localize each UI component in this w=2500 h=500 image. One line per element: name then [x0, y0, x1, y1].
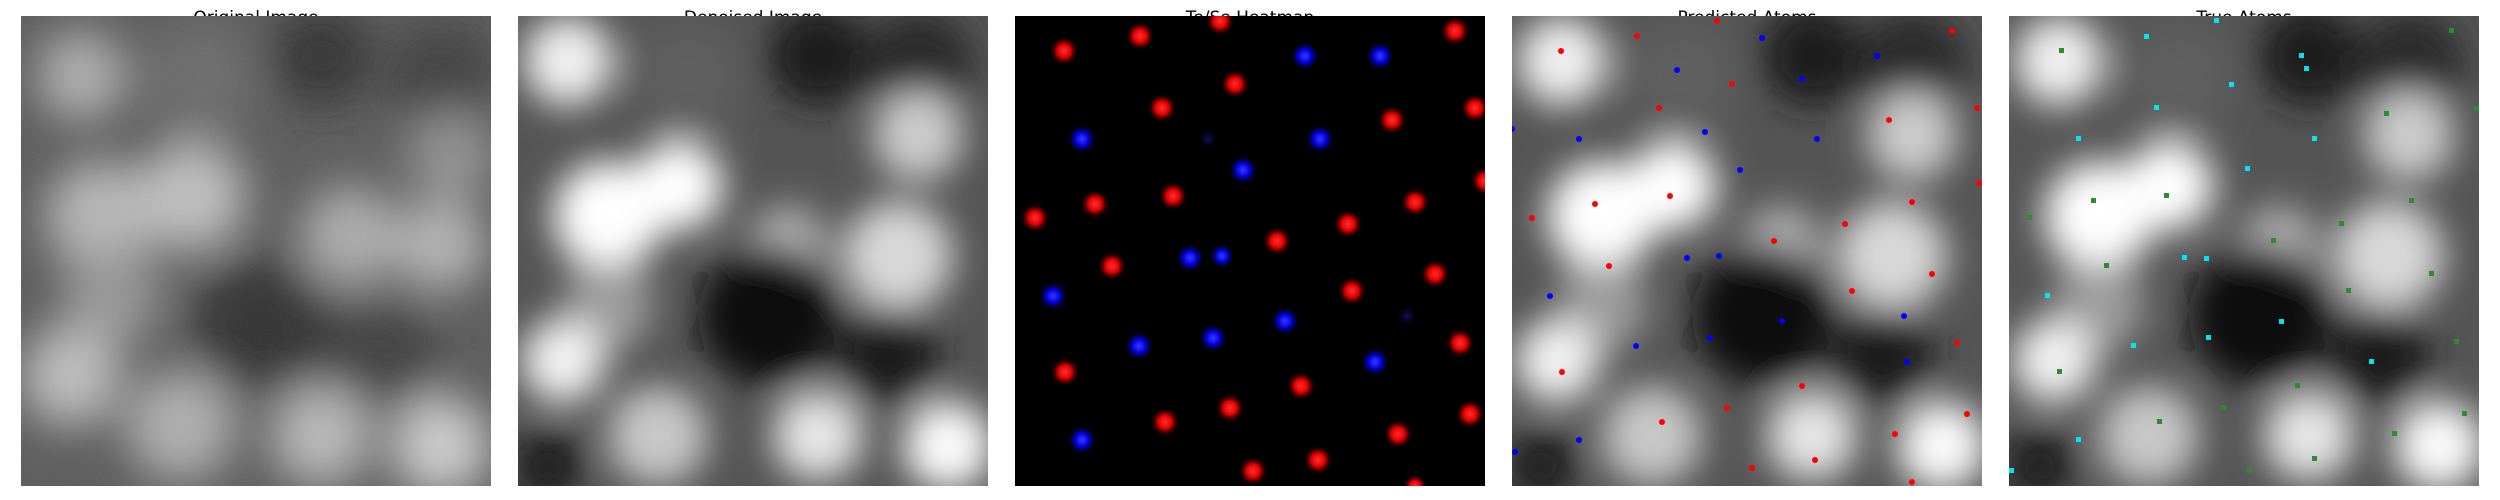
panel-heatmap: Te/Se Heatmap	[1015, 10, 1485, 486]
original-image	[21, 16, 491, 486]
predicted-atoms-image	[1512, 16, 1982, 486]
panel-predicted: Predicted Atoms	[1512, 10, 1982, 486]
heatmap-image	[1015, 16, 1485, 486]
denoised-image	[518, 16, 988, 486]
true-atoms-image	[2009, 16, 2479, 486]
true-atom-markers	[2027, 28, 2479, 473]
predicted-atom-markers	[1512, 18, 1982, 485]
heatmap-spots	[1020, 16, 1485, 486]
panel-true: True Atoms	[2009, 10, 2479, 486]
true-atom-markers-se	[2009, 18, 2374, 473]
panel-denoised: Denoised Image	[518, 10, 988, 486]
panel-original: Original Image	[21, 10, 491, 486]
